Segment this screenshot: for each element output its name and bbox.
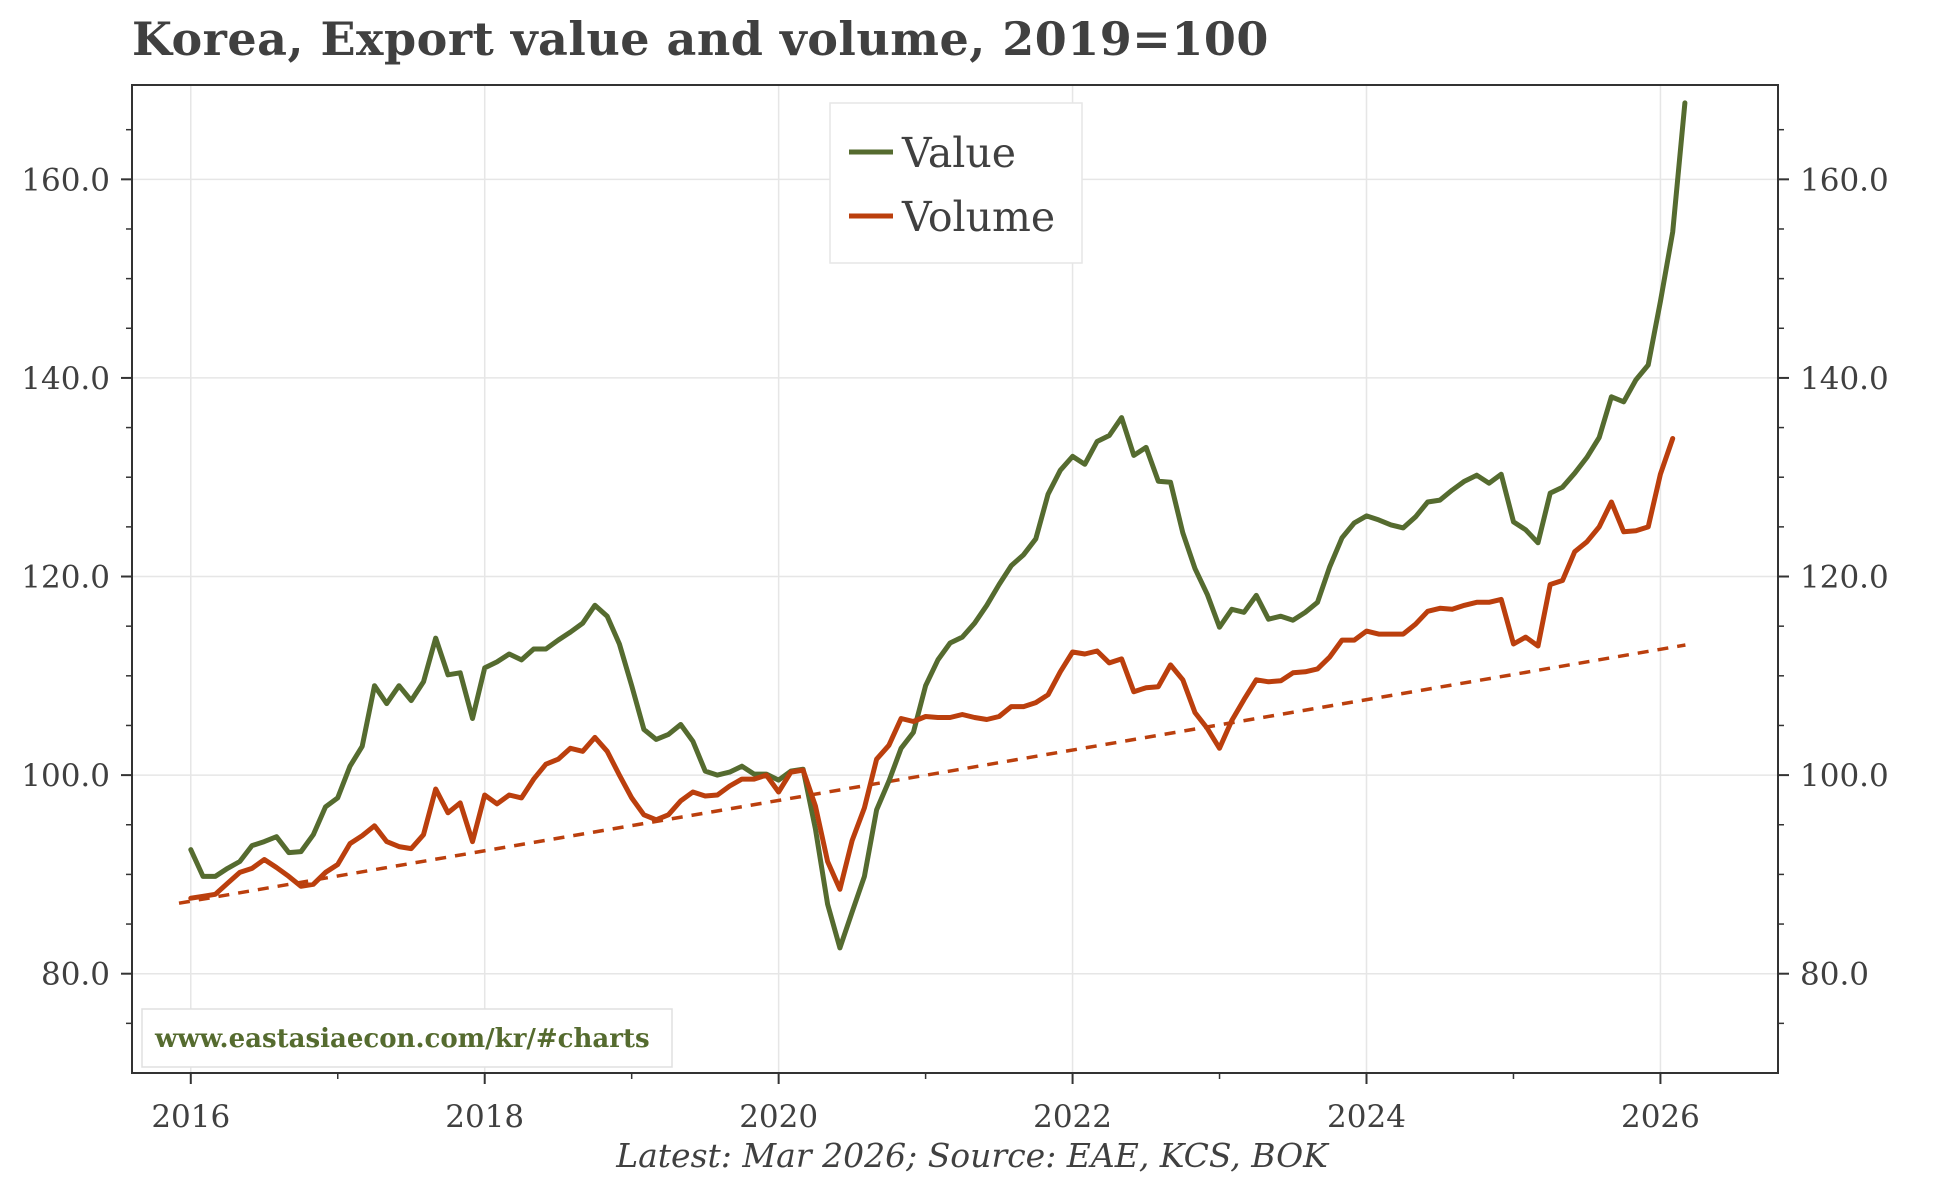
x-tick-label: 2026	[1621, 1099, 1700, 1135]
x-tick-label: 2024	[1327, 1099, 1406, 1135]
chart-title: Korea, Export value and volume, 2019=100	[132, 12, 1269, 66]
y-tick-label-right: 140.0	[1800, 361, 1889, 397]
tick-labels: 2016 2018 2020 2022 2024 2026 80.0 80.0 100.0 100…	[21, 162, 1889, 1135]
legend: Value Volume	[829, 102, 1083, 264]
y-tick-label-right: 100.0	[1800, 758, 1889, 794]
y-tick-label-right: 160.0	[1800, 162, 1889, 198]
legend-label-value: Value	[901, 129, 1016, 177]
axis-ticks	[121, 128, 1789, 1084]
watermark-frame	[141, 1008, 673, 1068]
watermark-url: www.eastasiaecon.com/kr/#charts	[154, 1024, 650, 1054]
legend-box	[829, 102, 1083, 264]
series-line-value	[188, 100, 1688, 951]
y-tick-label-right: 120.0	[1800, 560, 1889, 596]
y-tick-label-left: 100.0	[21, 758, 110, 794]
x-tick-label: 2018	[445, 1099, 524, 1135]
x-tick-label: 2016	[151, 1099, 230, 1135]
source-note: Latest: Mar 2026; Source: EAE, KCS, BOK	[616, 1136, 1328, 1175]
series-line-volume-trend	[178, 643, 1686, 905]
plot-frame	[131, 84, 1779, 1074]
x-tick-label: 2022	[1033, 1099, 1112, 1135]
series-line-volume	[188, 436, 1676, 901]
y-tick-label-left: 120.0	[21, 560, 110, 596]
y-tick-label-left: 160.0	[21, 162, 110, 198]
legend-label-volume: Volume	[901, 193, 1055, 241]
y-tick-label-left: 80.0	[41, 957, 110, 993]
x-tick-label: 2020	[739, 1099, 818, 1135]
y-tick-label-right: 80.0	[1800, 957, 1869, 993]
series-lines	[178, 100, 1688, 951]
y-tick-label-left: 140.0	[21, 361, 110, 397]
watermark-box: www.eastasiaecon.com/kr/#charts	[141, 1008, 673, 1068]
